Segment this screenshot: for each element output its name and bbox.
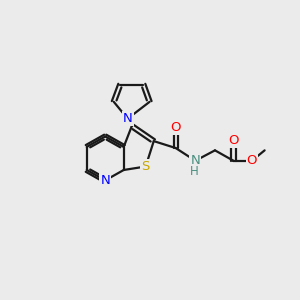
Text: O: O bbox=[228, 134, 239, 147]
Text: N: N bbox=[190, 154, 200, 167]
Text: O: O bbox=[170, 121, 181, 134]
Text: N: N bbox=[123, 112, 133, 125]
Text: N: N bbox=[100, 174, 110, 187]
Text: H: H bbox=[190, 165, 199, 178]
Text: S: S bbox=[142, 160, 150, 173]
Text: O: O bbox=[247, 154, 257, 167]
